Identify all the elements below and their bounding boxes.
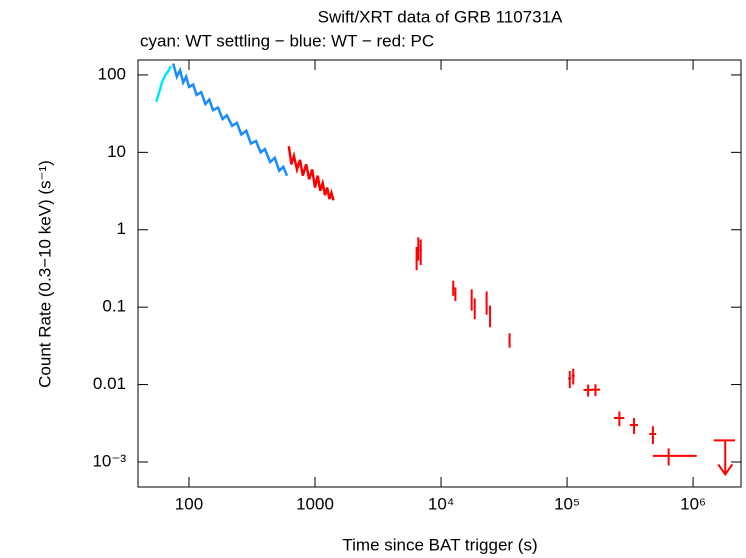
- light-curve: [287, 146, 335, 201]
- x-tick-label: 10⁴: [428, 494, 454, 513]
- x-tick-label: 10⁵: [554, 494, 580, 513]
- y-tick-label: 100: [98, 64, 126, 83]
- y-tick-label: 10⁻³: [92, 451, 126, 470]
- y-tick-label: 0.1: [102, 297, 126, 316]
- light-curve: [171, 63, 289, 177]
- x-tick-label: 100: [175, 494, 203, 513]
- chart-title: Swift/XRT data of GRB 110731A: [318, 7, 563, 26]
- plot-frame: [137, 59, 742, 488]
- y-axis-label: Count Rate (0.3−10 keV) (s⁻¹): [35, 160, 54, 388]
- light-curve: [155, 65, 173, 103]
- x-axis-label: Time since BAT trigger (s): [342, 535, 537, 554]
- x-tick-label: 1000: [296, 494, 334, 513]
- upper-limit-arrow: [717, 440, 734, 477]
- chart-subtitle: cyan: WT settling − blue: WT − red: PC: [140, 31, 434, 50]
- y-tick-label: 0.01: [93, 374, 126, 393]
- y-tick-label: 10: [107, 142, 126, 161]
- x-tick-label: 10⁶: [680, 494, 706, 513]
- y-tick-label: 1: [117, 219, 126, 238]
